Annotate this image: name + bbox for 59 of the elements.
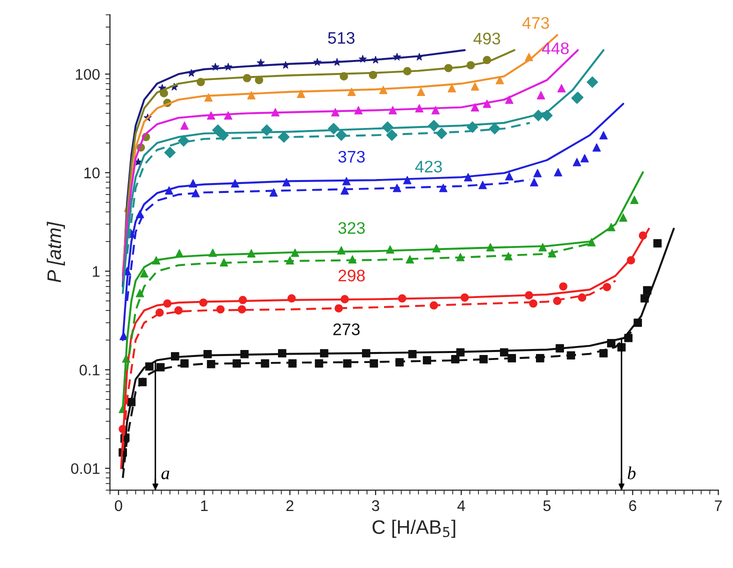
point xyxy=(448,84,456,92)
ref-line-label: b xyxy=(628,466,636,480)
point xyxy=(451,355,460,364)
point xyxy=(232,359,241,368)
point xyxy=(586,76,598,88)
annotation: 298 xyxy=(338,270,365,282)
point xyxy=(505,172,514,180)
point xyxy=(530,178,538,186)
point xyxy=(619,213,628,222)
point xyxy=(653,239,662,248)
y-axis-title: P [atm] xyxy=(46,222,65,282)
x-tick-label: 5 xyxy=(543,500,551,512)
point xyxy=(238,305,246,314)
line-series xyxy=(122,49,466,288)
point xyxy=(156,363,165,372)
annotation: 273 xyxy=(333,323,360,336)
ref-line-label: a xyxy=(161,470,170,480)
point xyxy=(343,359,352,368)
point xyxy=(557,84,566,92)
annotation: 513 xyxy=(328,32,354,44)
point xyxy=(572,158,582,166)
annotation: 423 xyxy=(415,160,442,172)
annotation: 493 xyxy=(473,32,500,44)
point xyxy=(580,154,589,162)
point xyxy=(136,288,144,298)
point xyxy=(174,306,183,315)
point xyxy=(599,131,608,140)
point xyxy=(578,293,586,302)
point xyxy=(630,196,639,204)
point xyxy=(180,121,189,130)
y-tick-label: 10 xyxy=(84,168,100,178)
x-tick-label: 3 xyxy=(372,500,380,512)
point xyxy=(140,269,148,278)
point xyxy=(416,88,426,96)
x-tick-label: 2 xyxy=(286,500,294,511)
point xyxy=(470,82,480,91)
point xyxy=(505,96,514,104)
x-axis-title: C [H/AB$_{5}$] xyxy=(372,520,456,538)
point xyxy=(470,103,480,112)
annotation: 373 xyxy=(338,150,365,163)
point xyxy=(164,146,176,158)
x-tick-label: 6 xyxy=(629,500,636,512)
x-tick-label: 1 xyxy=(201,500,208,511)
y-tick-label: 0.01 xyxy=(71,463,100,474)
point xyxy=(554,168,562,176)
point xyxy=(559,282,568,291)
point xyxy=(592,143,601,152)
line-series xyxy=(126,122,531,255)
x-tick-label: 4 xyxy=(457,500,466,511)
y-tick-label: 100 xyxy=(76,68,100,80)
x-tick-label: 7 xyxy=(714,500,722,511)
annotation: 473 xyxy=(522,17,549,29)
annotation: 448 xyxy=(542,42,569,54)
y-tick-label: 1 xyxy=(92,266,100,277)
annotation: 323 xyxy=(338,222,365,234)
y-tick-label: 0.1 xyxy=(80,364,100,376)
point xyxy=(536,91,546,100)
x-tick-label: 0 xyxy=(114,500,122,512)
point xyxy=(533,168,542,178)
